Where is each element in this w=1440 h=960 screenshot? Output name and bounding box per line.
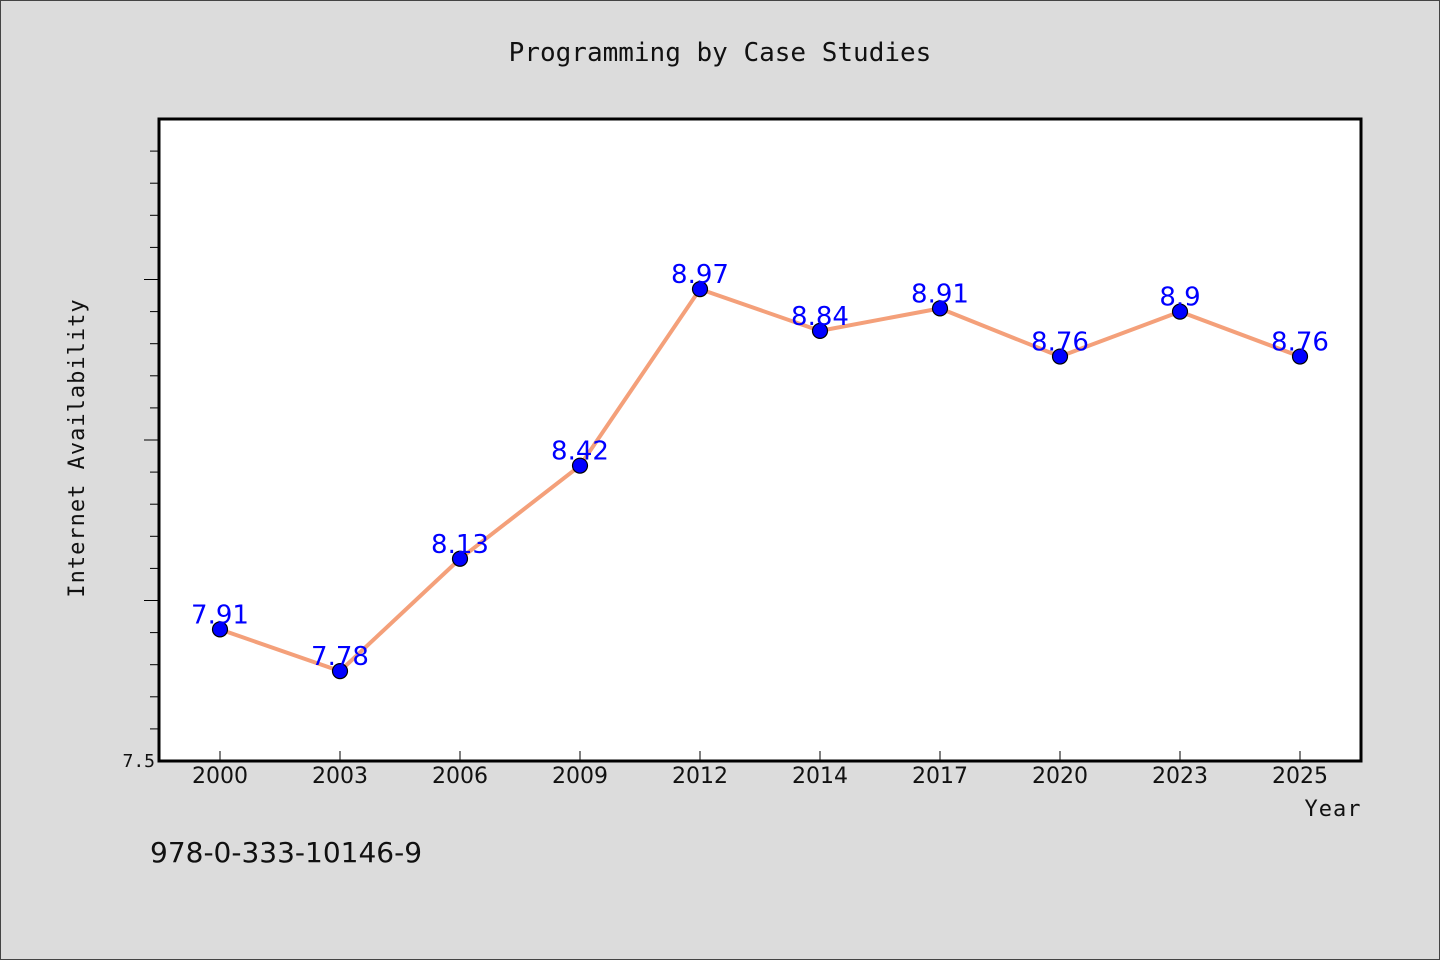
x-tick-label: 2003 — [312, 764, 368, 789]
data-label: 8.97 — [671, 260, 729, 290]
data-point — [811, 322, 829, 339]
x-tick-label: 2017 — [912, 764, 968, 789]
data-point — [1171, 303, 1189, 320]
series-line-group — [218, 287, 1302, 674]
y-tick-label: 7.5 — [122, 751, 155, 772]
data-point — [1291, 348, 1309, 365]
data-label: 8.42 — [551, 437, 609, 467]
data-label: 8.13 — [431, 530, 489, 560]
data-label: 7.78 — [311, 642, 369, 672]
data-label: 8.84 — [791, 302, 849, 332]
data-point — [691, 281, 709, 298]
data-point — [331, 663, 349, 680]
data-point — [451, 550, 469, 567]
data-label: 8.91 — [911, 279, 969, 309]
x-tick-label: 2000 — [192, 764, 248, 789]
data-point — [931, 300, 949, 317]
x-axis-ticks: 2000 2003 2006 2009 2012 2014 2017 2020 2023 2025 — [192, 751, 1328, 789]
x-tick-label: 2006 — [432, 764, 488, 789]
data-label: 8.76 — [1271, 328, 1329, 358]
data-labels: 7.91 7.78 8.13 8.42 8.97 8.84 8.91 8.76 8.9 8.76 — [191, 260, 1329, 672]
data-markers — [211, 281, 1309, 680]
data-label: 8.9 — [1159, 283, 1200, 313]
data-point — [571, 457, 589, 474]
data-label: 7.91 — [191, 600, 249, 630]
y-axis-label: Internet Availability — [65, 298, 90, 597]
data-point — [211, 621, 229, 638]
y-axis-ticks: 7.5 — [122, 150, 159, 772]
x-axis-label: Year — [1305, 797, 1362, 822]
series-line — [218, 287, 1302, 674]
chart-title: Programming by Case Studies — [509, 38, 932, 68]
x-tick-label: 2012 — [672, 764, 728, 789]
data-point — [1051, 348, 1069, 365]
x-tick-label: 2020 — [1032, 764, 1088, 789]
x-tick-label: 2025 — [1272, 764, 1328, 789]
data-label: 8.76 — [1031, 328, 1089, 358]
x-tick-label: 2014 — [792, 764, 848, 789]
x-tick-label: 2009 — [552, 764, 608, 789]
isbn-text: 978-0-333-10146-9 — [150, 836, 422, 869]
x-tick-label: 2023 — [1152, 764, 1208, 789]
